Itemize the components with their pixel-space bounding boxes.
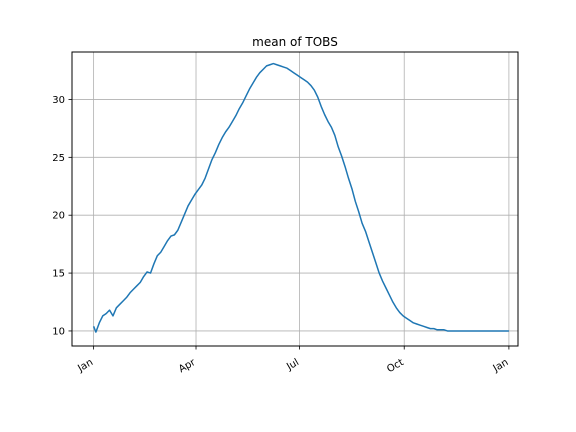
grid	[72, 52, 518, 346]
y-axis: 10 15 20 25 30	[52, 95, 72, 337]
y-tick-label: 10	[52, 326, 65, 337]
y-tick-label: 30	[52, 95, 65, 106]
y-tick-label: 15	[52, 269, 65, 280]
y-tick-label: 25	[52, 153, 65, 164]
series-line	[92, 62, 509, 333]
axes-frame	[71, 51, 519, 347]
series-layer	[92, 62, 509, 333]
y-tick-label: 20	[52, 211, 65, 222]
chart-title: mean of TOBS	[252, 35, 338, 49]
